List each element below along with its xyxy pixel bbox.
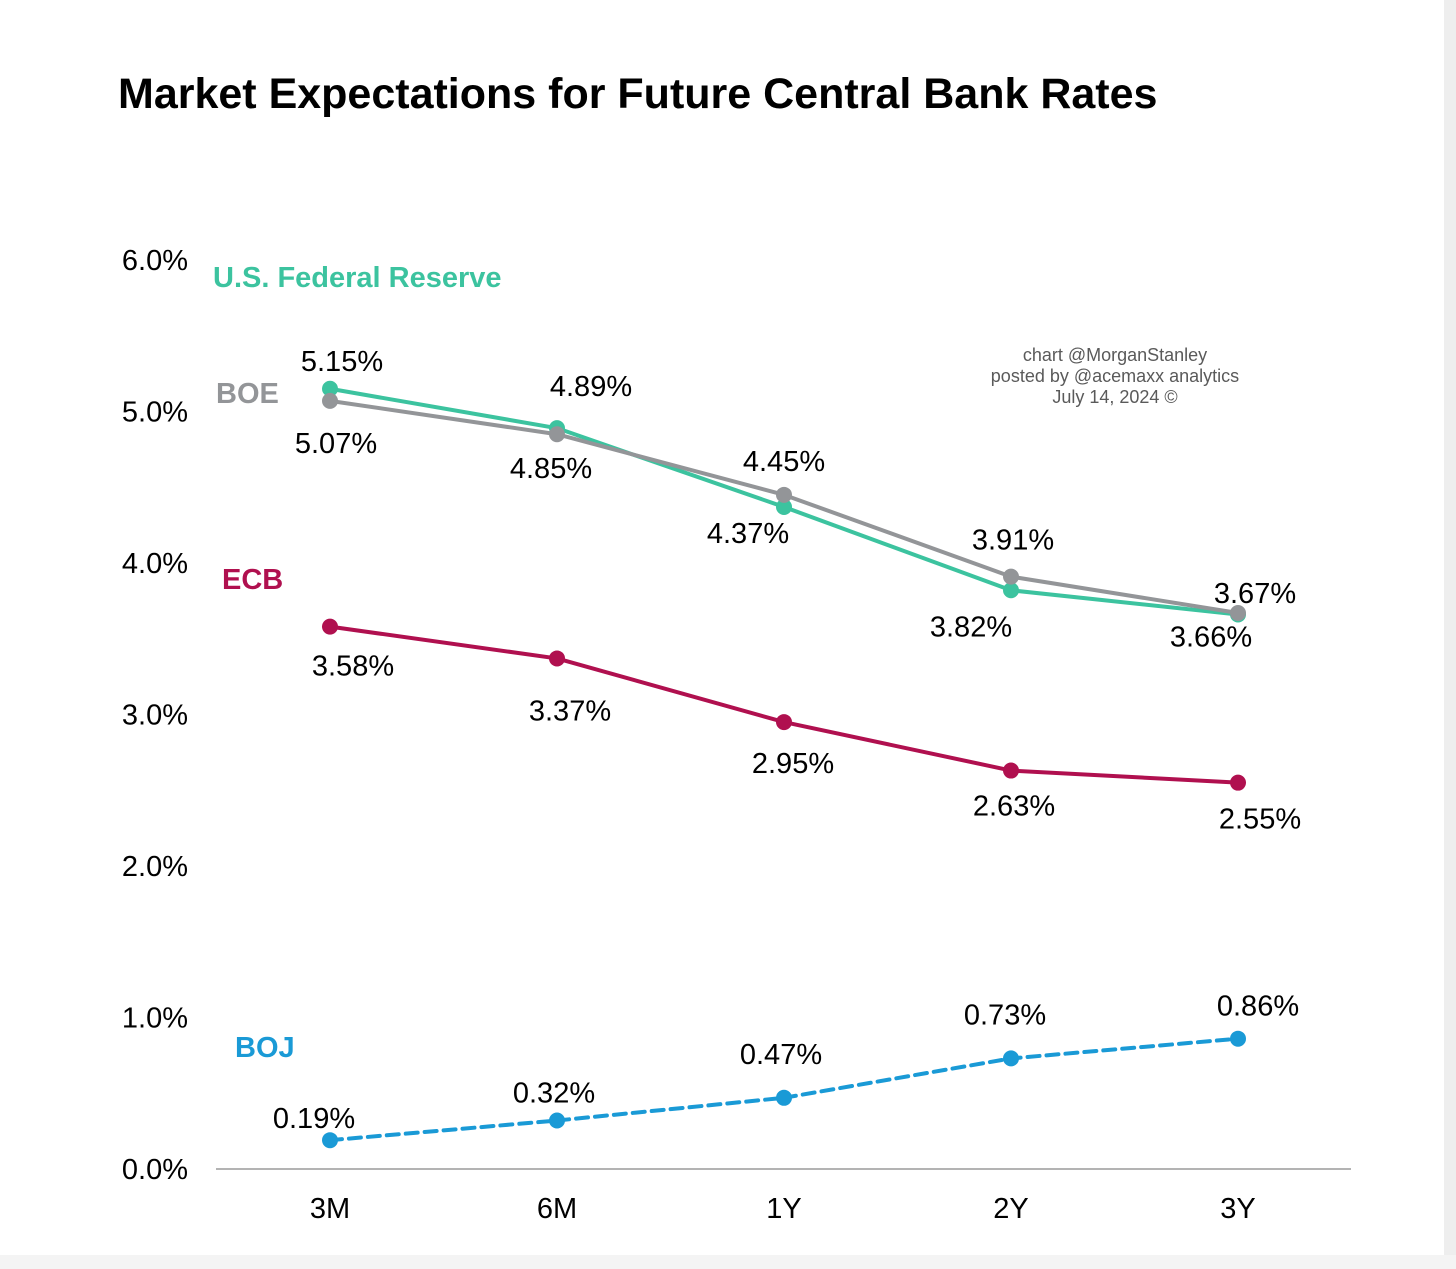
series-points (322, 380, 1246, 1149)
data-label: 3.58% (312, 651, 394, 683)
data-label: 2.55% (1219, 804, 1301, 836)
data-point (1003, 1050, 1019, 1067)
data-point (322, 380, 338, 397)
y-tick-label: 2.0% (122, 851, 188, 883)
x-axis: 3M 6M 1Y 2Y 3Y (216, 1168, 1351, 1225)
y-axis: 0.0% 1.0% 2.0% 3.0% 4.0% 5.0% 6.0% (122, 245, 188, 1186)
series-name-label: U.S. Federal Reserve (213, 262, 502, 294)
data-point (776, 486, 792, 503)
chart-credit: chart @MorganStanley posted by @acemaxx … (940, 345, 1290, 408)
series-name-labels: U.S. Federal Reserve BOE ECB BOJ (213, 262, 502, 1064)
y-tick-label: 0.0% (122, 1154, 188, 1186)
x-tick-label: 6M (537, 1193, 577, 1225)
data-point (1230, 774, 1246, 791)
credit-line-date: July 14, 2024 © (1052, 387, 1178, 407)
data-point (322, 392, 338, 409)
data-label: 0.86% (1217, 991, 1299, 1023)
data-point (322, 1132, 338, 1149)
y-tick-label: 5.0% (122, 397, 188, 429)
data-label: 0.73% (964, 999, 1046, 1031)
data-label: 5.07% (295, 428, 377, 460)
bottom-border-strip (0, 1255, 1456, 1269)
data-point (1230, 604, 1246, 621)
data-label: 3.66% (1170, 622, 1252, 654)
series-name-label: ECB (222, 564, 283, 596)
data-label: 0.47% (740, 1039, 822, 1071)
series-name-label: BOJ (235, 1032, 295, 1064)
credit-line-source: chart @MorganStanley (1022, 345, 1208, 365)
y-tick-label: 6.0% (122, 245, 188, 277)
x-tick-label: 3Y (1220, 1193, 1255, 1225)
y-tick-label: 1.0% (122, 1003, 188, 1035)
data-label: 3.82% (930, 611, 1012, 643)
data-label: 3.37% (529, 695, 611, 727)
data-point (1230, 1030, 1246, 1047)
x-tick-label: 3M (310, 1193, 350, 1225)
data-point (1003, 762, 1019, 779)
right-border-strip (1444, 0, 1456, 1269)
series-name-label: BOE (216, 378, 279, 410)
data-point (776, 498, 792, 515)
chart-title: Market Expectations for Future Central B… (118, 70, 1158, 118)
data-point (1003, 568, 1019, 585)
y-tick-label: 4.0% (122, 548, 188, 580)
data-label: 0.19% (273, 1103, 355, 1135)
data-label: 5.15% (301, 346, 383, 378)
data-point (549, 650, 565, 667)
data-point (776, 1089, 792, 1106)
data-point (322, 618, 338, 635)
data-labels: 5.15% 4.89% 4.37% 3.82% 3.66% 5.07% 4.85% 4.45%… (273, 346, 1301, 1135)
data-label: 3.67% (1214, 578, 1296, 610)
data-point (1003, 582, 1019, 599)
data-point (776, 714, 792, 731)
data-label: 2.63% (973, 791, 1055, 823)
y-tick-label: 3.0% (122, 700, 188, 732)
data-label: 4.45% (743, 446, 825, 478)
x-tick-label: 1Y (766, 1193, 801, 1225)
data-point (549, 426, 565, 443)
data-label: 2.95% (752, 748, 834, 780)
data-label: 3.91% (972, 525, 1054, 557)
data-point (549, 1112, 565, 1129)
credit-line-posted-by: posted by @acemaxx analytics (990, 366, 1240, 386)
x-tick-label: 2Y (993, 1193, 1028, 1225)
data-label: 4.89% (550, 371, 632, 403)
data-label: 0.32% (513, 1078, 595, 1110)
data-label: 4.85% (510, 453, 592, 485)
data-label: 4.37% (707, 518, 789, 550)
